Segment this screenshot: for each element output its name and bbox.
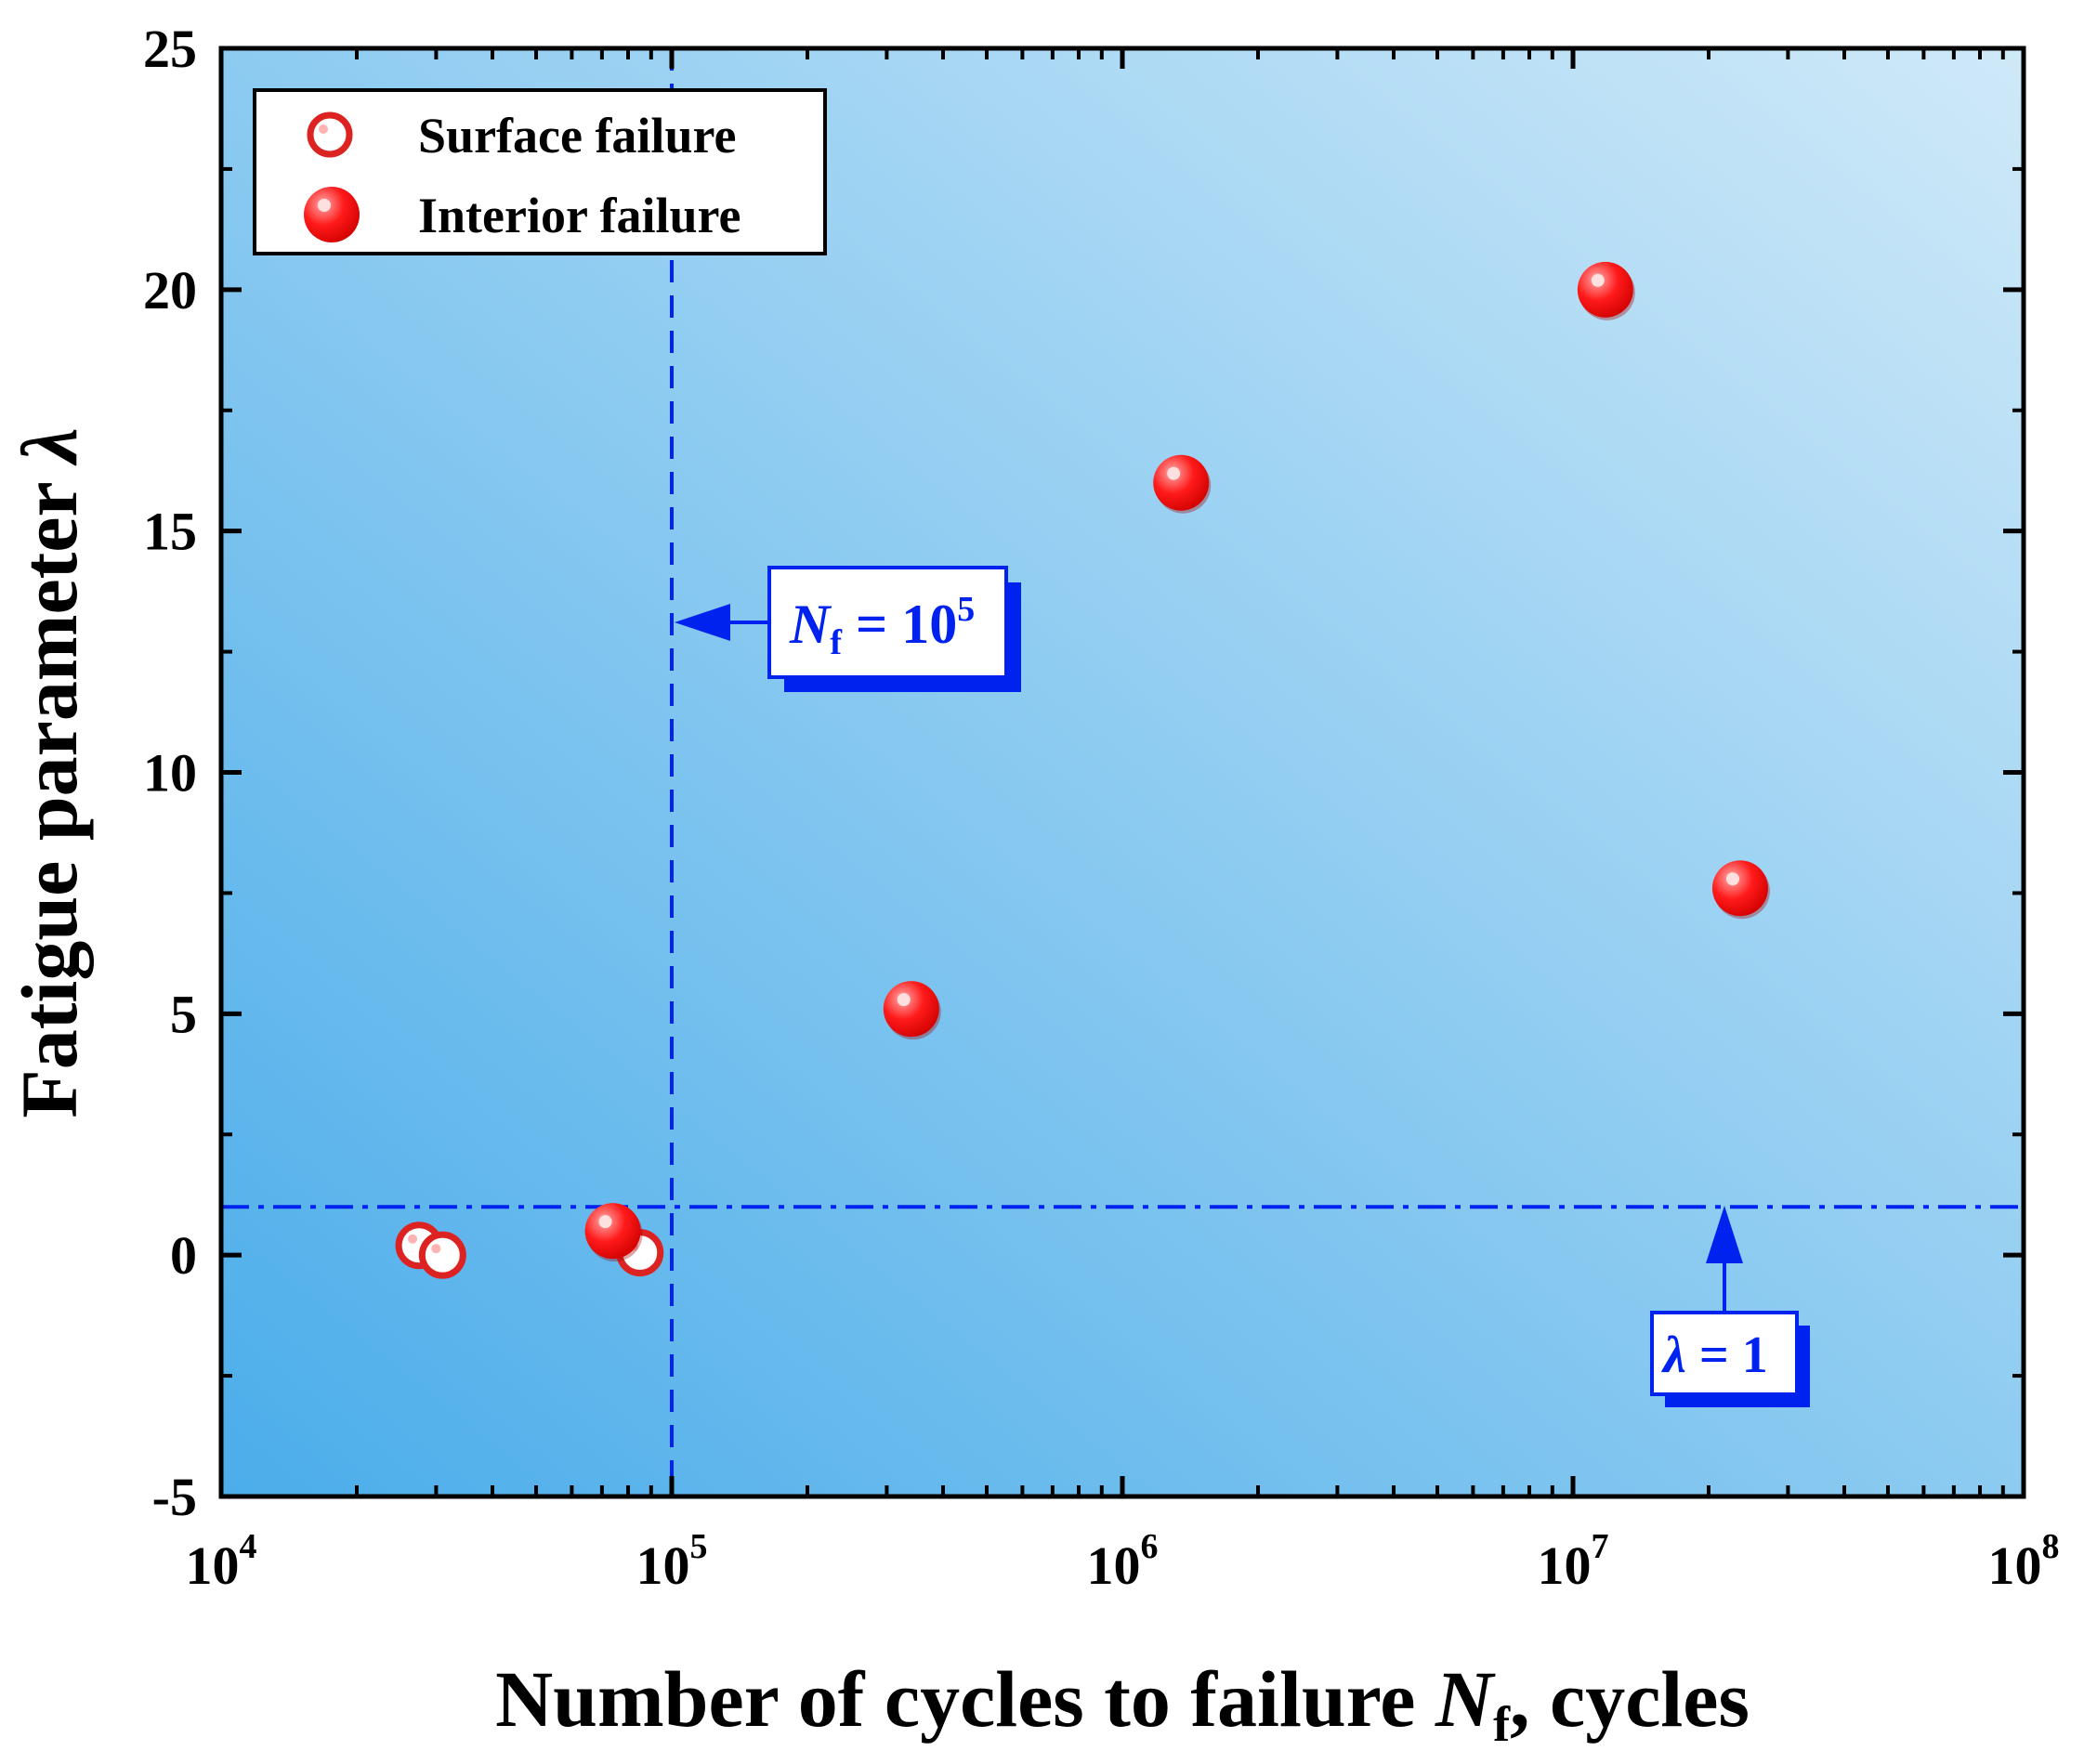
legend-label-surface: Surface failure: [418, 108, 736, 163]
x-tick-label: 105: [636, 1527, 708, 1596]
x-tick-label: 104: [186, 1527, 257, 1596]
legend-marker-interior: [304, 187, 360, 242]
x-axis-title-suffix: , cycles: [1510, 1654, 1750, 1744]
y-tick-label: 15: [143, 502, 197, 562]
x-axis-title: Number of cycles to failure Nf, cycles: [495, 1654, 1750, 1752]
x-axis-title-var: N: [1435, 1654, 1496, 1744]
y-tick-label: 0: [170, 1225, 197, 1286]
svg-text:Nf = 105: Nf = 105: [789, 590, 975, 662]
interior-failure-point: [584, 1203, 643, 1262]
interior-failure-point: [1153, 454, 1212, 514]
lambda-annotation-var: λ: [1661, 1326, 1686, 1384]
interior-failure-point: [883, 981, 941, 1040]
y-tick-label: 20: [143, 260, 197, 320]
nf-annotation-sup: 5: [957, 590, 975, 629]
x-tick-label: 107: [1538, 1527, 1609, 1596]
y-tick-label: -5: [152, 1467, 197, 1527]
y-axis-title-text: Fatigue parameter: [5, 463, 94, 1117]
nf-annotation-var: N: [789, 594, 832, 655]
y-axis-title: Fatigue parameter λ: [5, 427, 94, 1117]
nf-annotation-sub: f: [830, 623, 843, 662]
x-tick-label: 106: [1087, 1527, 1159, 1596]
legend-marker-surface: [307, 111, 353, 158]
surface-failure-point: [418, 1231, 466, 1279]
x-axis-title-sub: f: [1493, 1696, 1511, 1752]
y-tick-label: 10: [143, 743, 197, 804]
legend: Surface failure Interior failure: [253, 88, 827, 255]
lambda-annotation-eq: = 1: [1686, 1326, 1768, 1384]
y-tick-label: 5: [170, 984, 197, 1044]
legend-label-interior: Interior failure: [418, 188, 741, 243]
nf-annotation-eq: = 10: [842, 594, 957, 655]
plot-frame: [218, 46, 2026, 1499]
data-markers: [395, 261, 1770, 1279]
svg-text:λ = 1: λ = 1: [1661, 1326, 1768, 1384]
axis-ticks: -5 0 5 10 15 20 25 104 105 106 107 108: [143, 19, 2060, 1596]
y-tick-label: 25: [143, 19, 197, 79]
interior-failure-point: [1711, 860, 1770, 920]
interior-failure-point: [1577, 261, 1635, 320]
x-axis-title-text: Number of cycles to failure: [495, 1654, 1435, 1744]
nf-annotation: Nf = 105: [675, 566, 1021, 692]
plot-area: [221, 48, 2024, 1496]
y-axis-title-var: λ: [5, 427, 94, 465]
lambda-annotation: λ = 1: [1650, 1206, 1810, 1407]
x-tick-label: 108: [1988, 1527, 2060, 1596]
